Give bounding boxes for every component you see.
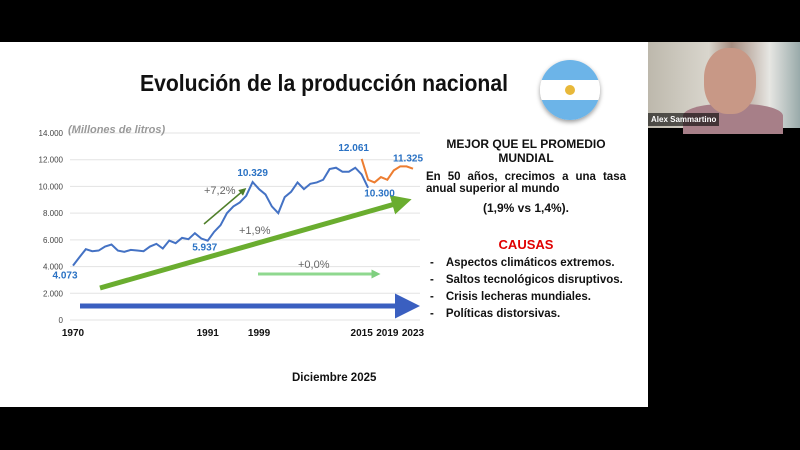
growth-annotation: +7,2% xyxy=(204,185,236,197)
participant-face xyxy=(704,48,756,114)
growth-annotation: +0,0% xyxy=(298,259,330,271)
x-tick-label: 2015 xyxy=(351,328,374,339)
production-chart: 0 2.000 4.000 6.000 8.000 10.000 12.000 14.000 (… xyxy=(39,124,425,339)
data-label: 5.937 xyxy=(192,243,217,254)
y-tick-label: 14.000 xyxy=(39,129,64,138)
participant-name: Alex Sammartino xyxy=(648,113,720,126)
x-tick-label: 2019 xyxy=(376,328,399,339)
y-tick-label: 0 xyxy=(59,316,64,325)
series-line xyxy=(72,166,369,267)
data-label: 4.073 xyxy=(52,271,77,282)
data-label: 10.300 xyxy=(364,188,395,199)
x-tick-label: 1970 xyxy=(62,328,85,339)
cause-item: Saltos tecnológicos disruptivos. xyxy=(426,274,626,286)
x-tick-label: 1991 xyxy=(197,328,220,339)
y-tick-label: 10.000 xyxy=(39,182,64,191)
cause-item: Políticas distorsivas. xyxy=(426,308,626,320)
panel-text: En 50 años, crecimos a una tasa anual su… xyxy=(426,171,626,195)
y-axis-label: (Millones de litros) xyxy=(68,124,166,136)
presentation-slide: 0 2.000 4.000 6.000 8.000 10.000 12.000 14.000 (… xyxy=(0,42,648,407)
y-tick-label: 6.000 xyxy=(43,236,64,245)
y-tick-label: 12.000 xyxy=(39,156,64,165)
data-label: 10.329 xyxy=(237,168,268,179)
y-tick-label: 2.000 xyxy=(43,289,64,298)
cause-item: Aspectos climáticos extremos. xyxy=(426,257,626,269)
sun-icon xyxy=(565,85,575,95)
panel-comparison: (1,9% vs 1,4%). xyxy=(482,201,570,215)
trend-arrow-7-2 xyxy=(203,188,247,225)
cause-item: Crisis lecheras mundiales. xyxy=(426,291,626,303)
y-tick-label: 4.000 xyxy=(43,263,64,272)
panel-heading: MEJOR QUE EL PROMEDIO MUNDIAL xyxy=(446,137,606,165)
argentina-flag-icon xyxy=(540,60,600,120)
series-line xyxy=(360,158,414,184)
webcam-video[interactable]: Alex Sammartino xyxy=(648,42,800,134)
slide-title: Evolución de la producción nacional xyxy=(140,70,509,96)
data-label: 11.325 xyxy=(393,154,423,165)
y-tick-label: 8.000 xyxy=(43,209,64,218)
x-tick-label: 2023 xyxy=(402,328,425,339)
trend-arrow-1-9 xyxy=(99,195,412,291)
growth-annotation: +1,9% xyxy=(239,225,271,237)
causes-list: Aspectos climáticos extremos. Saltos tec… xyxy=(426,257,626,320)
right-panel: MEJOR QUE EL PROMEDIO MUNDIAL En 50 años… xyxy=(426,137,626,325)
data-label: 12.061 xyxy=(338,143,369,154)
x-tick-label: 1999 xyxy=(248,328,271,339)
causes-heading: CAUSAS xyxy=(498,237,554,252)
slide-date: Diciembre 2025 xyxy=(292,372,377,384)
